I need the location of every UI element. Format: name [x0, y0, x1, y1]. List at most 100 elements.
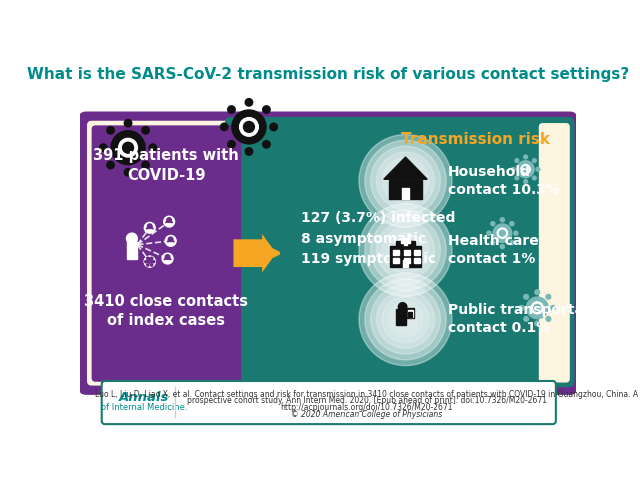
Circle shape — [118, 138, 138, 157]
Circle shape — [523, 167, 529, 172]
Bar — [389, 180, 422, 199]
Circle shape — [371, 146, 440, 216]
Circle shape — [511, 168, 515, 171]
Bar — [414, 258, 420, 263]
Circle shape — [168, 237, 173, 241]
Circle shape — [524, 155, 527, 159]
Circle shape — [497, 228, 508, 238]
Bar — [404, 238, 408, 245]
FancyBboxPatch shape — [102, 381, 556, 424]
Circle shape — [394, 308, 417, 331]
Circle shape — [546, 294, 551, 299]
Bar — [401, 240, 410, 243]
Circle shape — [532, 176, 536, 180]
Circle shape — [150, 257, 153, 260]
Circle shape — [517, 161, 534, 178]
Circle shape — [519, 305, 524, 310]
Bar — [404, 250, 410, 255]
Circle shape — [147, 257, 149, 260]
Bar — [396, 309, 406, 325]
Circle shape — [359, 204, 452, 296]
Circle shape — [149, 144, 157, 151]
Bar — [408, 315, 412, 316]
Circle shape — [239, 118, 259, 136]
Circle shape — [550, 305, 556, 310]
Text: Public transportation
contact 0.1%: Public transportation contact 0.1% — [448, 303, 615, 336]
FancyArrow shape — [234, 234, 276, 273]
Circle shape — [546, 316, 551, 321]
Circle shape — [376, 221, 435, 279]
FancyBboxPatch shape — [92, 125, 241, 382]
Circle shape — [359, 134, 452, 227]
Circle shape — [107, 161, 115, 169]
Circle shape — [526, 297, 548, 319]
Text: Health care
contact 1%: Health care contact 1% — [448, 234, 539, 266]
Circle shape — [228, 141, 236, 148]
Text: What is the SARS-CoV-2 transmission risk of various contact settings?: What is the SARS-CoV-2 transmission risk… — [27, 67, 629, 82]
Circle shape — [371, 216, 440, 285]
FancyBboxPatch shape — [87, 121, 248, 385]
Circle shape — [365, 279, 446, 360]
Text: Household
contact 10.3%: Household contact 10.3% — [448, 165, 560, 197]
Circle shape — [124, 120, 132, 127]
Text: 3410 close contacts
of index cases: 3410 close contacts of index cases — [84, 294, 248, 328]
Bar — [394, 250, 399, 255]
FancyBboxPatch shape — [225, 117, 575, 387]
Bar — [127, 241, 138, 259]
Circle shape — [500, 218, 504, 222]
Circle shape — [220, 123, 228, 131]
Polygon shape — [384, 157, 428, 179]
Circle shape — [388, 164, 423, 198]
Circle shape — [262, 106, 270, 113]
Circle shape — [382, 296, 429, 343]
Bar — [408, 313, 412, 314]
Circle shape — [142, 127, 149, 134]
Circle shape — [493, 224, 511, 242]
Circle shape — [152, 261, 155, 263]
Circle shape — [514, 231, 518, 235]
FancyBboxPatch shape — [539, 123, 570, 383]
Circle shape — [499, 230, 506, 236]
Circle shape — [398, 303, 407, 311]
Circle shape — [534, 304, 541, 312]
Circle shape — [491, 222, 495, 226]
Circle shape — [228, 106, 236, 113]
Circle shape — [365, 210, 446, 290]
Circle shape — [524, 316, 529, 321]
Circle shape — [243, 121, 255, 132]
Circle shape — [515, 176, 519, 180]
Circle shape — [376, 290, 435, 348]
Circle shape — [123, 142, 134, 153]
Circle shape — [100, 144, 107, 151]
Circle shape — [148, 260, 151, 263]
Circle shape — [394, 169, 417, 192]
Circle shape — [245, 148, 253, 155]
Circle shape — [107, 127, 115, 134]
Circle shape — [531, 302, 543, 314]
Bar — [394, 258, 399, 263]
Circle shape — [491, 240, 495, 245]
Bar — [390, 246, 421, 267]
Circle shape — [147, 264, 149, 266]
Bar — [406, 309, 408, 317]
Circle shape — [145, 222, 155, 233]
Circle shape — [394, 239, 417, 262]
Text: 127 (3.7%) infected
8 asymptomatic
119 symptomatic: 127 (3.7%) infected 8 asymptomatic 119 s… — [301, 211, 455, 266]
Circle shape — [162, 253, 173, 264]
Text: Annals: Annals — [119, 392, 170, 405]
Circle shape — [515, 159, 519, 162]
Circle shape — [232, 110, 266, 144]
Circle shape — [382, 227, 429, 273]
Bar — [408, 311, 413, 317]
Circle shape — [164, 216, 175, 227]
Circle shape — [142, 161, 149, 169]
Circle shape — [524, 180, 527, 183]
Bar — [407, 308, 414, 318]
Circle shape — [382, 158, 429, 204]
Circle shape — [524, 294, 529, 299]
Text: prospective cohort study. Ann Intern Med. 2020. [Epub ahead of print]. doi:10.73: prospective cohort study. Ann Intern Med… — [187, 396, 547, 406]
Circle shape — [532, 159, 536, 162]
Circle shape — [147, 258, 152, 263]
Circle shape — [145, 256, 155, 267]
Circle shape — [165, 255, 170, 259]
